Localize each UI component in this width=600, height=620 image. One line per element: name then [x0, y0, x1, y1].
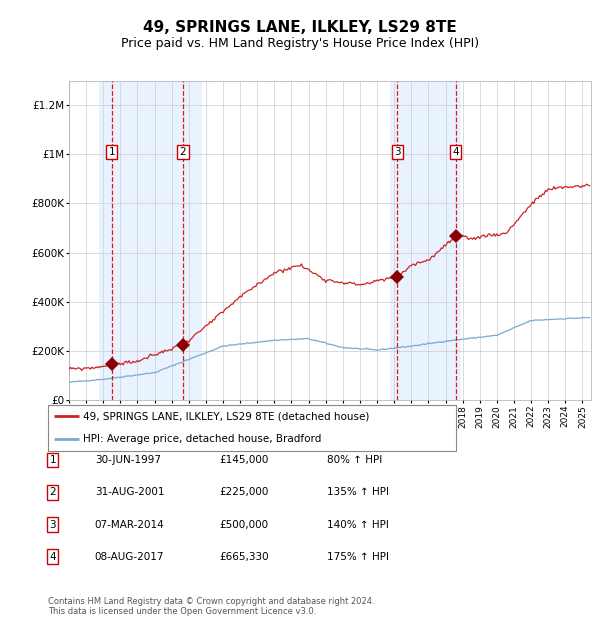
Text: 30-JUN-1997: 30-JUN-1997 [95, 455, 161, 465]
Text: 4: 4 [49, 552, 56, 562]
Text: Price paid vs. HM Land Registry's House Price Index (HPI): Price paid vs. HM Land Registry's House … [121, 37, 479, 50]
Text: 49, SPRINGS LANE, ILKLEY, LS29 8TE: 49, SPRINGS LANE, ILKLEY, LS29 8TE [143, 20, 457, 35]
Text: 140% ↑ HPI: 140% ↑ HPI [327, 520, 389, 529]
Text: 3: 3 [49, 520, 56, 529]
Text: £665,330: £665,330 [219, 552, 269, 562]
Text: HPI: Average price, detached house, Bradford: HPI: Average price, detached house, Brad… [83, 434, 321, 444]
Text: This data is licensed under the Open Government Licence v3.0.: This data is licensed under the Open Gov… [48, 607, 316, 616]
Text: 2: 2 [49, 487, 56, 497]
Text: 80% ↑ HPI: 80% ↑ HPI [327, 455, 382, 465]
Bar [390, 81, 461, 400]
Text: 2: 2 [179, 147, 186, 157]
Text: 4: 4 [452, 147, 459, 157]
Text: 1: 1 [109, 147, 115, 157]
Text: 3: 3 [394, 147, 401, 157]
Text: 1: 1 [49, 455, 56, 465]
Text: Contains HM Land Registry data © Crown copyright and database right 2024.: Contains HM Land Registry data © Crown c… [48, 597, 374, 606]
Text: 31-AUG-2001: 31-AUG-2001 [95, 487, 164, 497]
Text: 07-MAR-2014: 07-MAR-2014 [95, 520, 164, 529]
Text: 08-AUG-2017: 08-AUG-2017 [95, 552, 164, 562]
Text: 175% ↑ HPI: 175% ↑ HPI [327, 552, 389, 562]
Text: 135% ↑ HPI: 135% ↑ HPI [327, 487, 389, 497]
FancyBboxPatch shape [48, 405, 456, 451]
Text: £225,000: £225,000 [219, 487, 268, 497]
Bar [99, 81, 202, 400]
Text: 49, SPRINGS LANE, ILKLEY, LS29 8TE (detached house): 49, SPRINGS LANE, ILKLEY, LS29 8TE (deta… [83, 412, 369, 422]
Text: £500,000: £500,000 [219, 520, 268, 529]
Text: £145,000: £145,000 [219, 455, 268, 465]
